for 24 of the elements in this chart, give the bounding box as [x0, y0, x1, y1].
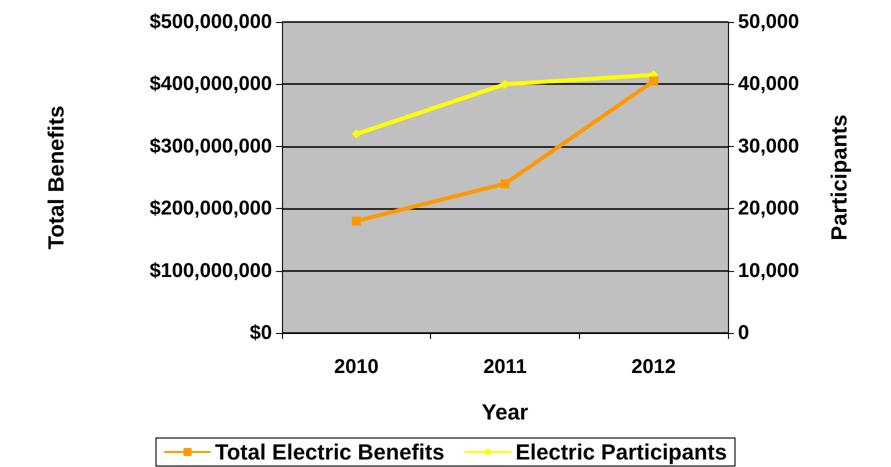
- point: [352, 129, 361, 138]
- y-tick-label: $500,000,000: [150, 11, 272, 33]
- x-axis-title: Year: [482, 400, 529, 424]
- y2-tick-label: 50,000: [738, 11, 800, 33]
- y-tick-label: $400,000,000: [150, 73, 272, 96]
- x-tick-label: 2012: [631, 356, 676, 378]
- point: [500, 179, 510, 188]
- y2-tick-label: 10,000: [738, 260, 800, 282]
- y2-axis-title: Participants: [826, 114, 852, 240]
- y2-tick-label: 30,000: [738, 135, 800, 158]
- y-tick-label: $300,000,000: [150, 135, 272, 158]
- point: [352, 216, 361, 226]
- x-tick-label: 2011: [483, 356, 527, 378]
- legend-label: Electric Participants: [515, 440, 727, 464]
- point: [649, 76, 658, 86]
- y-tick-label: $200,000,000: [150, 198, 272, 220]
- y-tick-label: $100,000,000: [150, 260, 272, 282]
- legend-label: Total Electric Benefits: [215, 440, 444, 464]
- y-axis-title: Total Benefits: [44, 106, 68, 250]
- y2-tick-label: 20,000: [738, 198, 800, 220]
- x-tick-label: 2010: [334, 356, 379, 378]
- y2-tick-label: 0: [738, 322, 750, 344]
- y2-tick-label: 40,000: [738, 73, 800, 96]
- y-tick-label: $0: [250, 322, 272, 344]
